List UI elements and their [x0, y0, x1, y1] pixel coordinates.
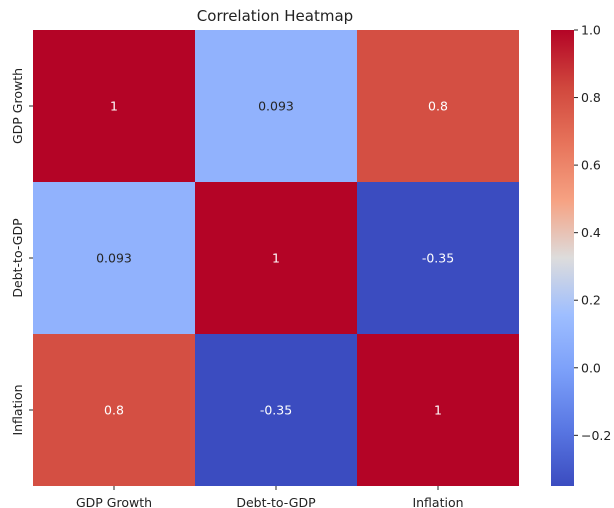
colorbar-tick-label-6: −0.2 [581, 428, 611, 443]
colorbar-tick-label-3: 0.4 [581, 225, 601, 240]
x-axis: GDP Growth Debt-to-GDP Inflation [76, 486, 464, 508]
colorbar-tick-label-4: 0.2 [581, 293, 601, 308]
heatmap-cell-0-2 [357, 30, 519, 182]
colorbar-tick-label-5: 0.0 [581, 360, 601, 375]
heatmap-cell-0-1 [195, 30, 357, 182]
x-tick-label-1: Debt-to-GDP [236, 495, 316, 508]
cell-label-2-2: 1 [434, 403, 442, 418]
heatmap-cell-2-1 [195, 334, 357, 486]
cell-label-2-0: 0.8 [104, 403, 124, 418]
colorbar-tick-label-1: 0.8 [581, 90, 601, 105]
cell-label-0-0: 1 [110, 99, 118, 114]
cell-label-0-2: 0.8 [428, 99, 448, 114]
y-tick-label-0: GDP Growth [10, 68, 25, 144]
y-tick-label-1: Debt-to-GDP [10, 218, 25, 298]
cell-label-2-1: -0.35 [260, 403, 292, 418]
cell-label-1-1: 1 [272, 251, 280, 266]
cell-label-1-0: 0.093 [96, 251, 132, 266]
heatmap-cell-1-1 [195, 182, 357, 334]
colorbar-gradient [551, 30, 574, 486]
heatmap-cell-2-0 [33, 334, 195, 486]
y-tick-label-2: Inflation [10, 384, 25, 435]
colorbar: 1.0 0.8 0.6 0.4 0.2 0.0 −0.2 [551, 23, 611, 486]
heatmap-cell-2-2 [357, 334, 519, 486]
x-tick-label-0: GDP Growth [76, 495, 152, 508]
y-axis: GDP Growth Debt-to-GDP Inflation [10, 68, 33, 436]
colorbar-tick-label-0: 1.0 [581, 23, 601, 38]
heatmap-cell-0-0 [33, 30, 195, 182]
heatmap-cells: 1 0.093 0.8 0.093 1 -0.35 0.8 -0.35 1 [33, 30, 519, 486]
cell-label-0-1: 0.093 [258, 99, 294, 114]
x-tick-label-2: Inflation [412, 495, 463, 508]
colorbar-tick-label-2: 0.6 [581, 158, 601, 173]
heatmap-cell-1-0 [33, 182, 195, 334]
cell-label-1-2: -0.35 [422, 251, 454, 266]
chart-title: Correlation Heatmap [197, 7, 353, 25]
heatmap-cell-1-2 [357, 182, 519, 334]
